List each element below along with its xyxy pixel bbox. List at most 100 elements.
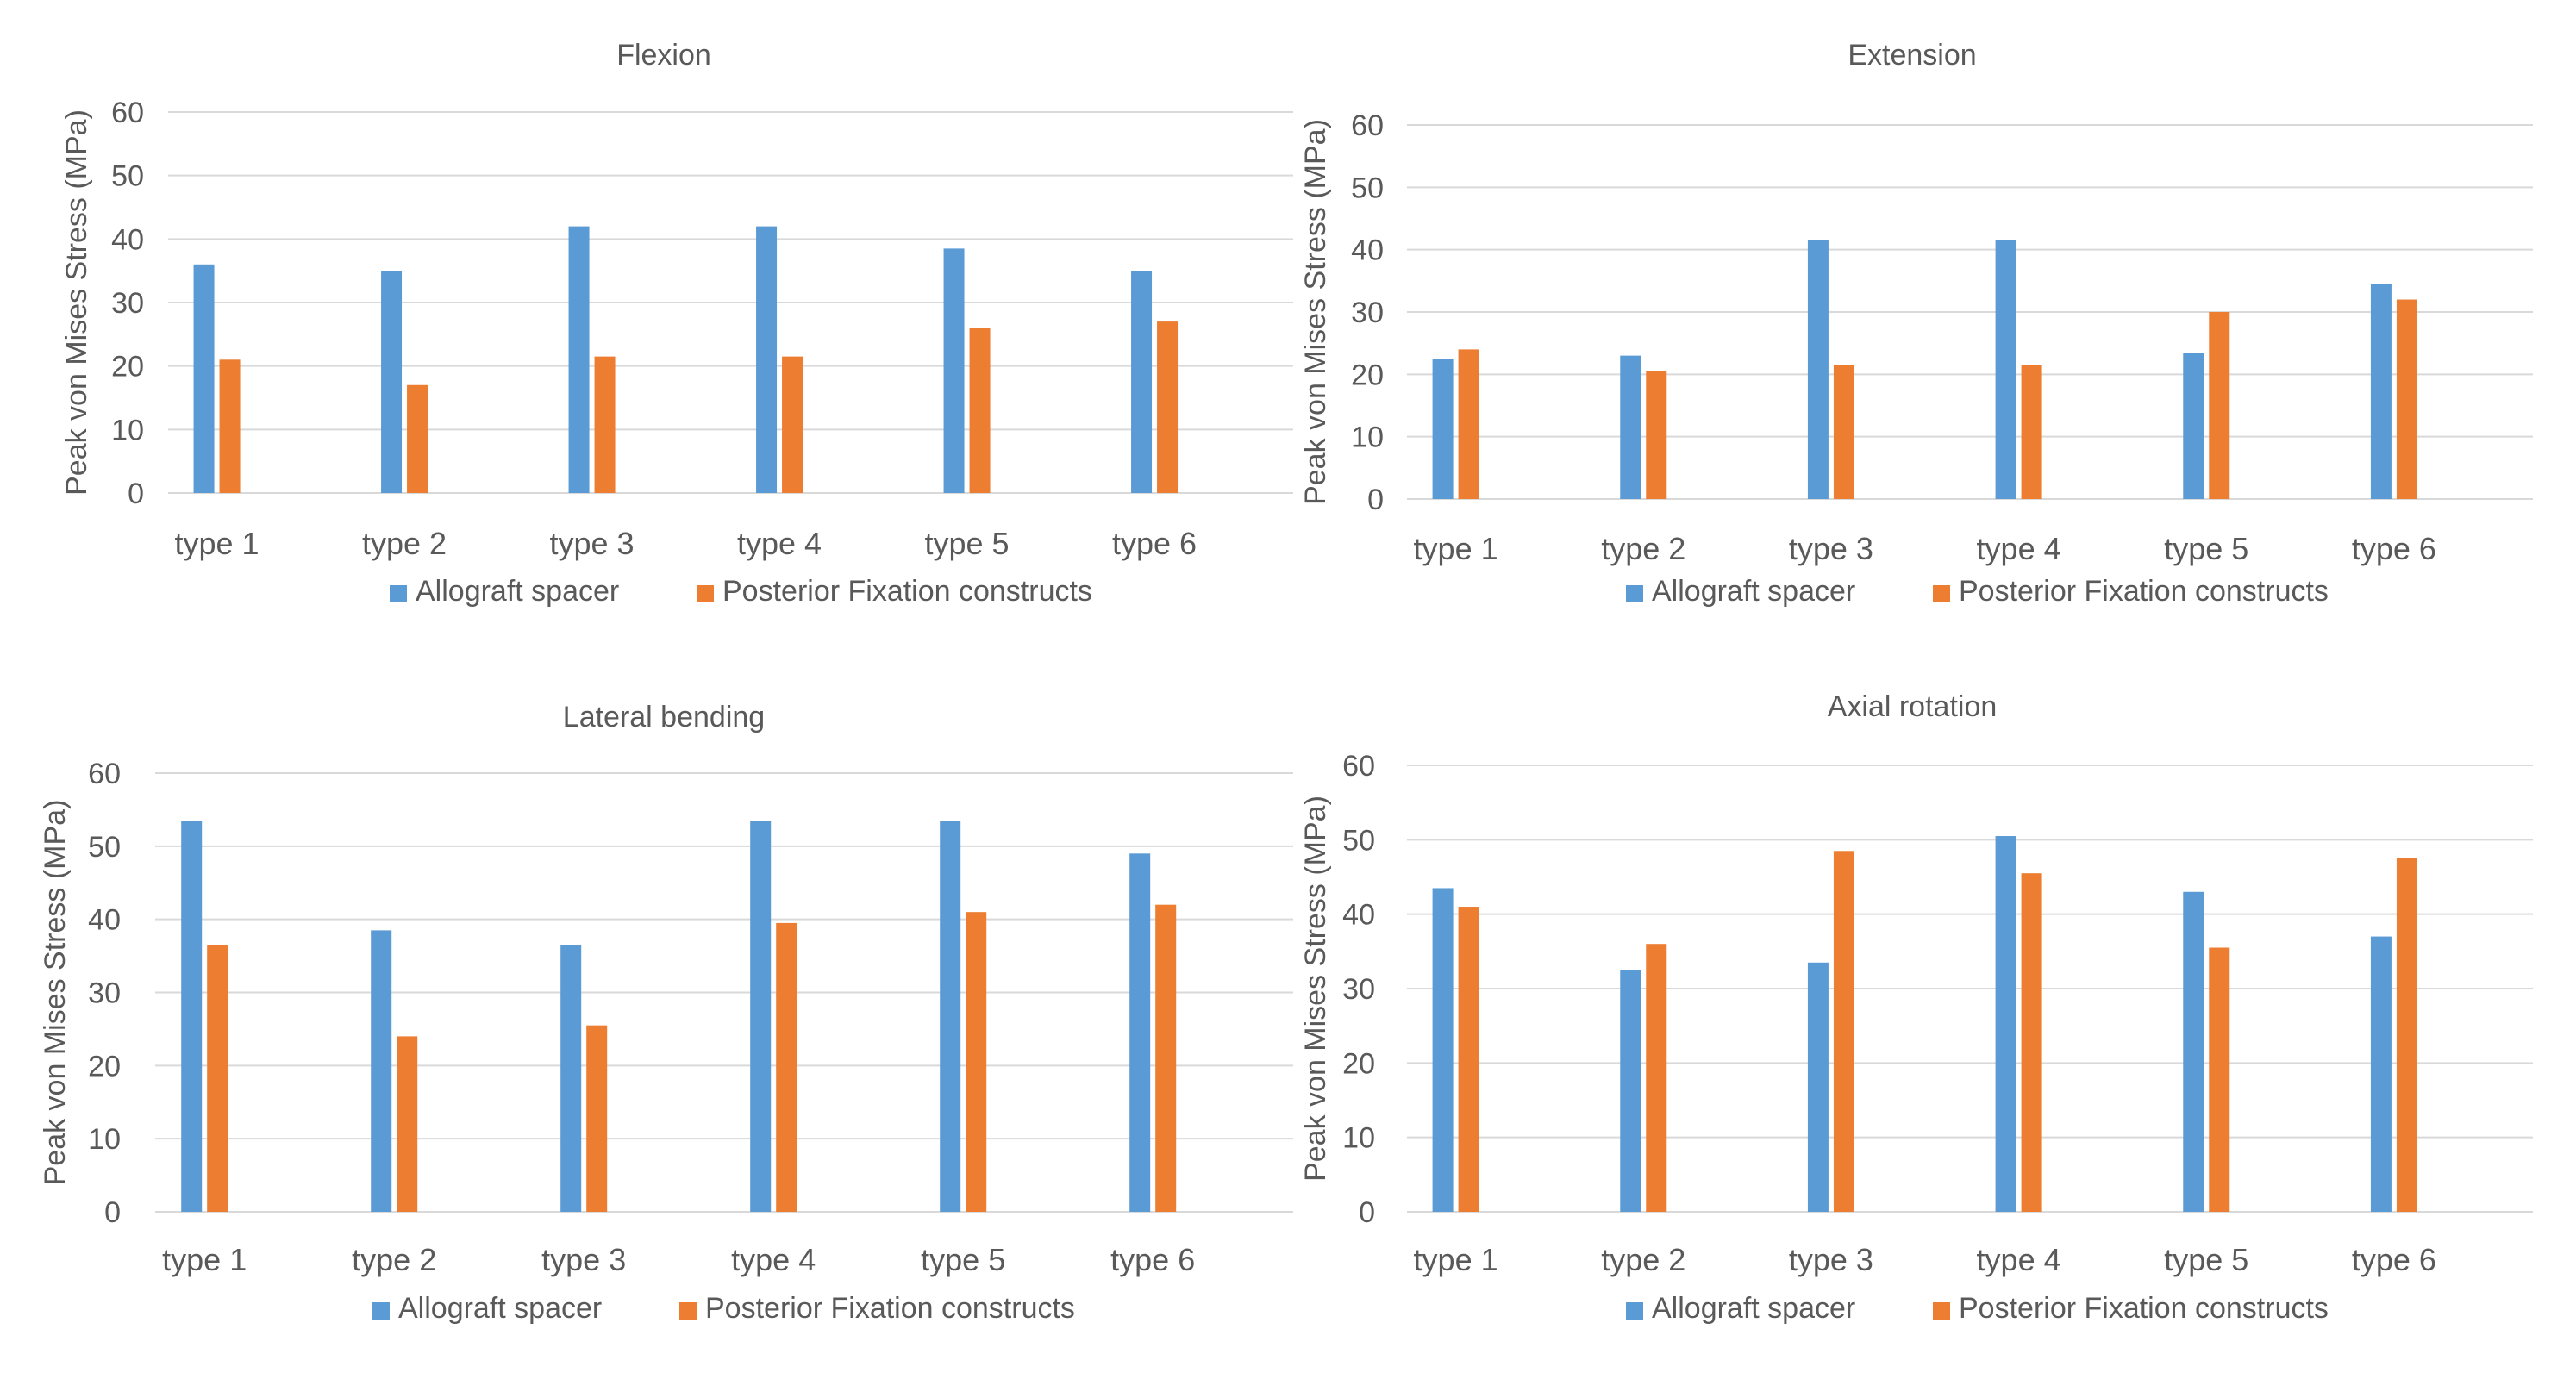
y-tick-label: 30: [111, 287, 144, 320]
bar-allograft-spacer-type-1: [181, 821, 203, 1212]
x-tick-label: type 6: [2352, 1242, 2436, 1277]
legend-swatch-posterior-fixation: [1933, 1302, 1950, 1320]
y-tick-label: 30: [1342, 973, 1375, 1006]
x-tick-label: type 1: [162, 1242, 247, 1277]
y-tick-label: 60: [1342, 750, 1375, 783]
legend-label-posterior-fixation: Posterior Fixation constructs: [722, 575, 1092, 608]
bar-posterior-fixation-type-1: [1458, 349, 1479, 499]
bar-allograft-spacer-type-5: [943, 248, 965, 493]
bar-posterior-fixation-type-1: [207, 945, 228, 1212]
bar-posterior-fixation-type-5: [2209, 947, 2230, 1212]
bar-allograft-spacer-type-5: [2183, 891, 2204, 1212]
y-axis-label: Peak von Mises Stress (MPa): [60, 109, 93, 496]
bar-allograft-spacer-type-6: [1129, 853, 1151, 1212]
y-tick-label: 40: [111, 223, 144, 256]
bar-posterior-fixation-type-1: [1458, 907, 1479, 1212]
bar-posterior-fixation-type-2: [407, 384, 428, 493]
bar-allograft-spacer-type-4: [750, 821, 772, 1212]
y-tick-label: 50: [88, 831, 121, 864]
y-tick-label: 20: [88, 1050, 121, 1083]
chart-panel-3: Lateral bending 0 10 20 30 40 50 60 Peak von Mis…: [39, 701, 1293, 1325]
x-tick-label: type 4: [1977, 531, 2061, 566]
bar-allograft-spacer-type-3: [1807, 240, 1829, 499]
bar-allograft-spacer-type-1: [193, 264, 215, 493]
bar-posterior-fixation-type-6: [2396, 299, 2417, 499]
x-tick-label: type 4: [1977, 1242, 2061, 1277]
bar-posterior-fixation-type-3: [586, 1025, 608, 1212]
y-tick-label: 50: [1351, 172, 1384, 204]
bar-posterior-fixation-type-6: [1155, 904, 1177, 1212]
chart-title: Extension: [1848, 39, 1976, 72]
bar-posterior-fixation-type-5: [2209, 312, 2230, 499]
legend-label-posterior-fixation: Posterior Fixation constructs: [705, 1292, 1075, 1325]
x-tick-label: type 2: [1601, 531, 1685, 566]
legend-label-allograft-spacer: Allograft spacer: [1652, 575, 1855, 608]
y-tick-label: 60: [88, 758, 121, 790]
x-tick-label: type 5: [925, 526, 1010, 561]
bar-allograft-spacer-type-6: [2370, 936, 2392, 1212]
y-tick-label: 0: [128, 477, 144, 510]
legend-swatch-allograft-spacer: [372, 1302, 390, 1320]
x-tick-label: type 6: [1112, 526, 1197, 561]
x-tick-label: type 1: [1414, 1242, 1498, 1277]
bar-posterior-fixation-type-6: [2396, 858, 2417, 1212]
y-tick-label: 40: [1342, 899, 1375, 932]
x-tick-label: type 3: [1789, 531, 1873, 566]
legend-swatch-allograft-spacer: [390, 585, 407, 602]
legend-label-allograft-spacer: Allograft spacer: [1652, 1292, 1855, 1325]
y-tick-label: 10: [111, 414, 144, 446]
bar-allograft-spacer-type-2: [381, 271, 403, 493]
legend-swatch-allograft-spacer: [1626, 585, 1643, 602]
chart-panel-4: Axial rotation 0 10 20 30 40 50 60 Peak von Mise…: [1299, 690, 2533, 1325]
bar-posterior-fixation-type-2: [397, 1036, 418, 1212]
bar-posterior-fixation-type-3: [1833, 851, 1854, 1212]
x-tick-label: type 2: [1601, 1242, 1685, 1277]
y-axis-label: Peak von Mises Stress (MPa): [1299, 796, 1332, 1182]
legend-label-allograft-spacer: Allograft spacer: [398, 1292, 602, 1325]
bar-allograft-spacer-type-2: [371, 930, 392, 1212]
bar-allograft-spacer-type-3: [1807, 962, 1829, 1212]
legend-label-posterior-fixation: Posterior Fixation constructs: [1959, 1292, 2329, 1325]
y-tick-label: 20: [1351, 359, 1384, 391]
y-tick-label: 60: [1351, 109, 1384, 142]
chart-title: Axial rotation: [1828, 690, 1998, 723]
y-tick-label: 50: [1342, 824, 1375, 857]
y-tick-label: 60: [111, 97, 144, 129]
bar-posterior-fixation-type-5: [966, 912, 987, 1212]
bar-posterior-fixation-type-4: [776, 922, 797, 1212]
chart-panel-2: Extension 0 10 20 30 40 50 60 Peak von Mises Str…: [1299, 39, 2533, 608]
x-tick-label: type 5: [2164, 531, 2248, 566]
x-tick-label: type 3: [541, 1242, 626, 1277]
x-tick-label: type 3: [550, 526, 635, 561]
y-tick-label: 0: [1367, 484, 1384, 516]
bar-allograft-spacer-type-6: [1131, 271, 1153, 493]
bar-posterior-fixation-type-6: [1157, 321, 1179, 493]
x-tick-label: type 6: [1110, 1242, 1195, 1277]
y-tick-label: 50: [111, 160, 144, 193]
y-tick-label: 30: [88, 977, 121, 1010]
legend-swatch-posterior-fixation: [1933, 585, 1950, 602]
y-tick-label: 10: [1342, 1122, 1375, 1155]
bar-allograft-spacer-type-3: [560, 945, 582, 1212]
x-tick-label: type 2: [362, 526, 447, 561]
x-tick-label: type 4: [731, 1242, 816, 1277]
bar-posterior-fixation-type-3: [1833, 365, 1854, 499]
y-tick-label: 40: [1351, 234, 1384, 267]
y-tick-label: 20: [1342, 1047, 1375, 1080]
bar-allograft-spacer-type-6: [2370, 284, 2392, 499]
bar-allograft-spacer-type-4: [1995, 240, 2016, 499]
bar-allograft-spacer-type-5: [940, 821, 961, 1212]
y-axis-label: Peak von Mises Stress (MPa): [39, 800, 72, 1186]
bar-allograft-spacer-type-4: [756, 226, 778, 493]
x-tick-label: type 6: [2352, 531, 2436, 566]
chart-panel-1: Flexion 0 10 20 30 40 50 60 Peak von Mises Stres…: [60, 39, 1293, 608]
y-tick-label: 10: [88, 1123, 121, 1156]
legend-label-allograft-spacer: Allograft spacer: [416, 575, 619, 608]
legend-swatch-posterior-fixation: [697, 585, 714, 602]
y-tick-label: 0: [104, 1196, 121, 1229]
x-tick-label: type 5: [921, 1242, 1005, 1277]
bar-posterior-fixation-type-5: [969, 328, 991, 493]
bar-posterior-fixation-type-1: [219, 359, 241, 493]
y-tick-label: 40: [88, 904, 121, 937]
